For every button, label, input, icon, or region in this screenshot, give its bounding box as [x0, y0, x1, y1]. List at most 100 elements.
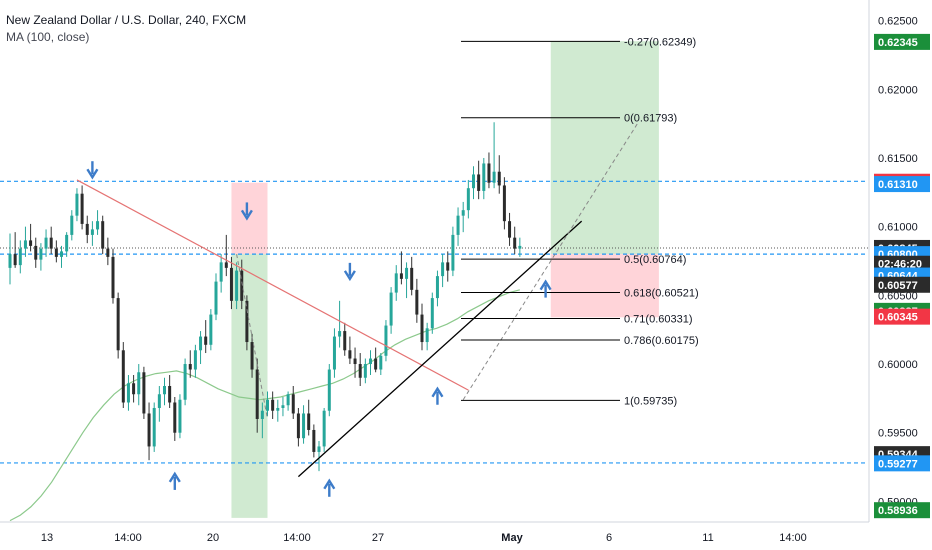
candle [18, 240, 22, 274]
candle-body [461, 210, 465, 216]
price-tick-label: 0.62000 [878, 84, 918, 96]
candle-body [163, 386, 166, 395]
arrow-head [168, 471, 181, 483]
candle [132, 375, 136, 403]
candle [70, 210, 74, 241]
candle [332, 328, 336, 378]
candle [49, 226, 53, 255]
candle-body [322, 410, 326, 447]
fib-label: 0.71(0.60331) [624, 314, 693, 326]
candle [405, 262, 409, 299]
price-tick-label: 0.61500 [878, 153, 918, 165]
candle [343, 322, 347, 356]
candle [229, 256, 233, 310]
indicator-label: MA (100, close) [6, 30, 90, 44]
position-zones [231, 41, 659, 518]
arrow-head [323, 478, 336, 490]
signal-arrows [86, 161, 552, 497]
fib-level: 0.71(0.60331) [461, 314, 693, 326]
candle-body [106, 248, 110, 257]
candle-body [291, 394, 295, 414]
arrow-head [240, 209, 253, 221]
price-tag: 0.62345 [874, 33, 930, 50]
time-axis[interactable]: 13 14:00 20 14:00 27 May 6 11 14:00 [0, 521, 869, 544]
candle [374, 347, 378, 373]
candle-body [85, 223, 89, 235]
candle [492, 122, 496, 189]
candle-body [204, 336, 208, 345]
candle-body [451, 234, 455, 271]
candle [65, 232, 69, 257]
price-tag-label: 0.59277 [878, 458, 918, 470]
candle [106, 237, 110, 266]
candle-body [229, 267, 233, 301]
candle-body [307, 413, 311, 430]
candle-body [472, 174, 475, 189]
candle-body [147, 413, 151, 447]
candle [60, 245, 63, 268]
price-tag: 0.60577 [874, 276, 930, 293]
candle-body [60, 251, 63, 257]
candle-body [332, 336, 336, 370]
down-arrow-icon [86, 161, 99, 180]
candle-body [276, 407, 280, 411]
candle [116, 292, 120, 359]
price-tag-bg [874, 176, 930, 193]
projection-line-2 [462, 121, 639, 401]
candle [307, 399, 311, 436]
candle-body [193, 350, 197, 370]
candle-body [188, 364, 192, 370]
candle [472, 166, 475, 200]
candle [286, 391, 290, 411]
candle [157, 386, 161, 422]
candle [163, 377, 166, 406]
candle-body [487, 163, 491, 183]
candle [111, 248, 115, 304]
candle-body [317, 446, 321, 452]
candle [168, 375, 172, 408]
candle [39, 243, 43, 271]
second-trade-stop-zone [550, 254, 659, 318]
price-tick-label: 0.62500 [878, 16, 918, 28]
price-tick-label: 0.59500 [878, 428, 918, 440]
candle [8, 233, 12, 285]
candle [435, 270, 439, 307]
candle [420, 303, 424, 351]
candle-body [456, 215, 460, 235]
fib-label: -0.27(0.62349) [624, 36, 696, 48]
candle [348, 336, 352, 365]
price-tag-bg [874, 33, 930, 50]
price-tag: 0.58936 [874, 502, 930, 519]
candle-body [240, 270, 244, 301]
time-tick-label: 14:00 [114, 532, 142, 544]
candle-body [34, 245, 38, 260]
candle [80, 185, 84, 230]
candle-body [132, 383, 136, 395]
candle [497, 155, 501, 194]
price-tag-bg [874, 276, 930, 293]
up-arrow-icon [539, 279, 552, 298]
time-tick-label: 14:00 [283, 532, 311, 544]
candle-body [296, 413, 300, 439]
candle-body [389, 292, 393, 326]
price-tag-bg [874, 308, 930, 325]
candle [44, 229, 48, 257]
candle-body [224, 262, 228, 268]
candle-body [23, 240, 27, 249]
candle [199, 331, 203, 365]
candle-body [39, 248, 43, 260]
candle [137, 364, 141, 406]
candle-body [327, 369, 331, 411]
candle [23, 226, 27, 257]
candle-body [214, 281, 218, 315]
candle [90, 221, 94, 246]
candle [466, 179, 470, 219]
candle-body [343, 331, 347, 351]
price-tick-label: 0.60500 [878, 290, 918, 302]
candle-body [70, 215, 74, 235]
candle-body [430, 298, 434, 329]
candle [34, 237, 38, 268]
price-axis[interactable]: 0.62500 0.62000 0.61500 0.61000 0.60500 0.600… [868, 0, 932, 550]
candle-body [425, 328, 429, 343]
